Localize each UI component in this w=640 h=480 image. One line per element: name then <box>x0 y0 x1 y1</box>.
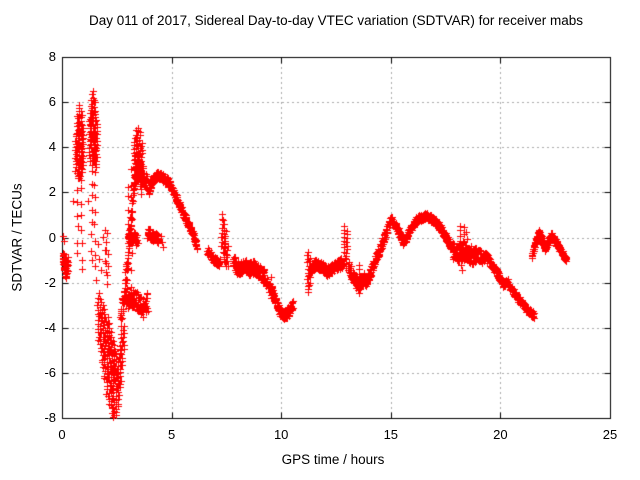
y-tick-label: -2 <box>44 274 56 290</box>
y-tick-label: -6 <box>44 364 56 380</box>
y-tick-label: -8 <box>44 410 56 425</box>
y-tick-label: -4 <box>44 319 56 335</box>
chart-title: Day 011 of 2017, Sidereal Day-to-day VTE… <box>89 13 583 28</box>
y-tick-label: 6 <box>48 94 56 110</box>
x-tick-label: 20 <box>493 427 508 442</box>
x-tick-label: 5 <box>167 427 176 442</box>
y-tick-label: 4 <box>48 139 56 155</box>
x-tick-label: 15 <box>383 427 399 442</box>
y-tick-label: 8 <box>48 49 56 64</box>
y-tick-label: 2 <box>48 184 56 200</box>
x-tick-label: 10 <box>273 427 289 442</box>
x-axis-label: GPS time / hours <box>281 452 385 467</box>
x-tick-label: 0 <box>58 427 66 442</box>
y-tick-label: 0 <box>48 229 56 245</box>
x-tick-label: 25 <box>602 427 618 442</box>
